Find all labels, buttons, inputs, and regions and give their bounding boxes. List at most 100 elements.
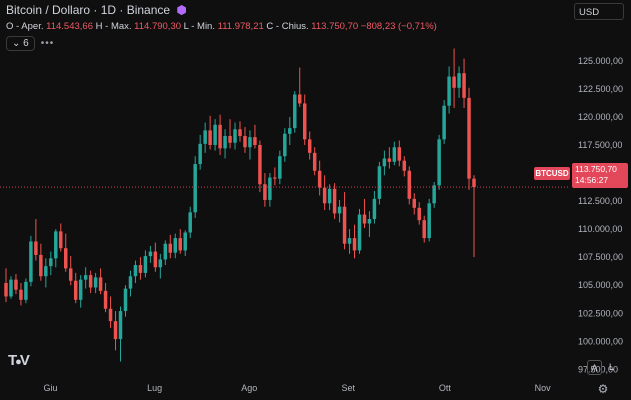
- candle-body: [88, 275, 93, 288]
- candle-body: [9, 279, 13, 297]
- candle-body: [59, 231, 63, 249]
- candle-body: [332, 188, 337, 214]
- candle-body: [278, 156, 282, 179]
- candle-body: [73, 280, 78, 300]
- candle-body: [4, 282, 8, 297]
- candle-body: [198, 143, 202, 165]
- high-text: - Max.: [105, 21, 132, 32]
- candle-body: [362, 214, 367, 224]
- candle-body: [472, 178, 476, 188]
- open-value: 114.543,66: [46, 21, 93, 32]
- symbol-header[interactable]: Bitcoin / Dollaro · 1D · Binance ⬢: [6, 3, 187, 17]
- candle-body: [407, 170, 412, 199]
- candle-body: [442, 105, 446, 140]
- close-value: 113.750,70: [311, 21, 359, 32]
- candle-body: [283, 133, 287, 157]
- gear-icon[interactable]: ⚙: [597, 382, 609, 396]
- y-tick-label: 110.000,00: [578, 224, 622, 234]
- candle-body: [367, 219, 372, 224]
- currency-value: USD: [579, 7, 600, 18]
- y-tick-label: 112.500,00: [578, 196, 622, 206]
- low-value: 111.978,21: [217, 21, 264, 32]
- candle-body: [293, 94, 297, 129]
- candle-body: [148, 251, 153, 257]
- candle-body: [44, 266, 48, 277]
- close-label: C: [266, 21, 274, 32]
- candle-body: [377, 166, 382, 199]
- candle-body: [108, 308, 113, 322]
- y-tick-label: 102.500,00: [578, 308, 623, 318]
- y-tick-label: 122.500,00: [578, 84, 623, 94]
- auto-scale-button[interactable]: A: [587, 360, 602, 375]
- candle-body: [387, 158, 392, 162]
- indicators-toggle-button[interactable]: ⌄ 6: [6, 36, 35, 51]
- candle-body: [427, 203, 431, 239]
- candle-body: [153, 251, 158, 268]
- candle-body: [128, 276, 133, 289]
- candle-body: [258, 144, 262, 185]
- candle-body: [133, 265, 138, 277]
- last-price-tag: 113.750,70 14:56:27: [572, 163, 628, 188]
- candle-body: [158, 259, 163, 268]
- candle-body: [19, 289, 23, 300]
- candle-body: [143, 256, 148, 273]
- close-text: - Chius.: [275, 21, 309, 32]
- candle-body: [188, 212, 192, 233]
- candle-body: [54, 231, 58, 259]
- candle-body: [457, 73, 461, 88]
- candle-body: [437, 139, 441, 186]
- chevron-down-icon: ⌄: [12, 38, 21, 49]
- candle-body: [307, 139, 312, 153]
- candle-body: [168, 243, 173, 253]
- candle-body: [113, 321, 118, 340]
- candle-body: [382, 158, 387, 167]
- candle-body: [268, 177, 272, 200]
- candle-body: [263, 184, 267, 200]
- more-options-icon[interactable]: •••: [40, 38, 55, 49]
- candle-body: [357, 214, 362, 251]
- candle-body: [402, 160, 407, 171]
- y-tick-label: 105.000,00: [578, 280, 623, 290]
- y-tick-label: 100.000,00: [578, 336, 623, 346]
- x-tick-label: Lug: [147, 383, 162, 393]
- candle-body: [467, 97, 471, 179]
- open-label: O: [6, 21, 14, 32]
- candle-body: [193, 164, 197, 213]
- countdown-value: 14:56:27: [575, 175, 609, 185]
- ohlc-legend: O - Aper. 114.543,66 H - Max. 114.790,30…: [6, 21, 437, 32]
- candle-body: [68, 268, 73, 281]
- ticker-text: BTCUSD: [535, 169, 569, 178]
- candle-body: [233, 129, 237, 143]
- candle-body: [183, 232, 187, 251]
- candle-body: [342, 206, 347, 244]
- log-scale-button[interactable]: L: [608, 362, 614, 372]
- candle-body: [337, 206, 342, 214]
- candle-body: [98, 277, 103, 291]
- candle-body: [432, 185, 436, 204]
- candle-body: [83, 275, 88, 280]
- open-text: - Aper.: [16, 21, 44, 32]
- candle-body: [327, 188, 332, 204]
- candle-body: [452, 76, 456, 88]
- x-tick-label: Nov: [535, 383, 552, 393]
- tradingview-logo[interactable]: T●V: [8, 352, 30, 369]
- candle-body: [14, 279, 18, 290]
- currency-select[interactable]: USD: [574, 3, 624, 20]
- y-tick-label: 120.000,00: [578, 112, 623, 122]
- y-tick-label: 117.500,00: [578, 140, 622, 150]
- candle-body: [298, 94, 302, 104]
- candle-body: [213, 124, 217, 145]
- candle-body: [93, 277, 98, 288]
- candle-body: [372, 198, 377, 220]
- x-tick-label: Ago: [241, 383, 257, 393]
- candle-body: [397, 147, 402, 161]
- candle-body: [243, 136, 247, 148]
- candle-body: [118, 311, 123, 340]
- candle-body: [253, 137, 257, 145]
- low-label: L: [183, 21, 189, 32]
- symbol-title: Bitcoin / Dollaro · 1D · Binance: [6, 3, 171, 17]
- x-tick-label: Giu: [43, 383, 57, 393]
- candle-body: [178, 238, 182, 251]
